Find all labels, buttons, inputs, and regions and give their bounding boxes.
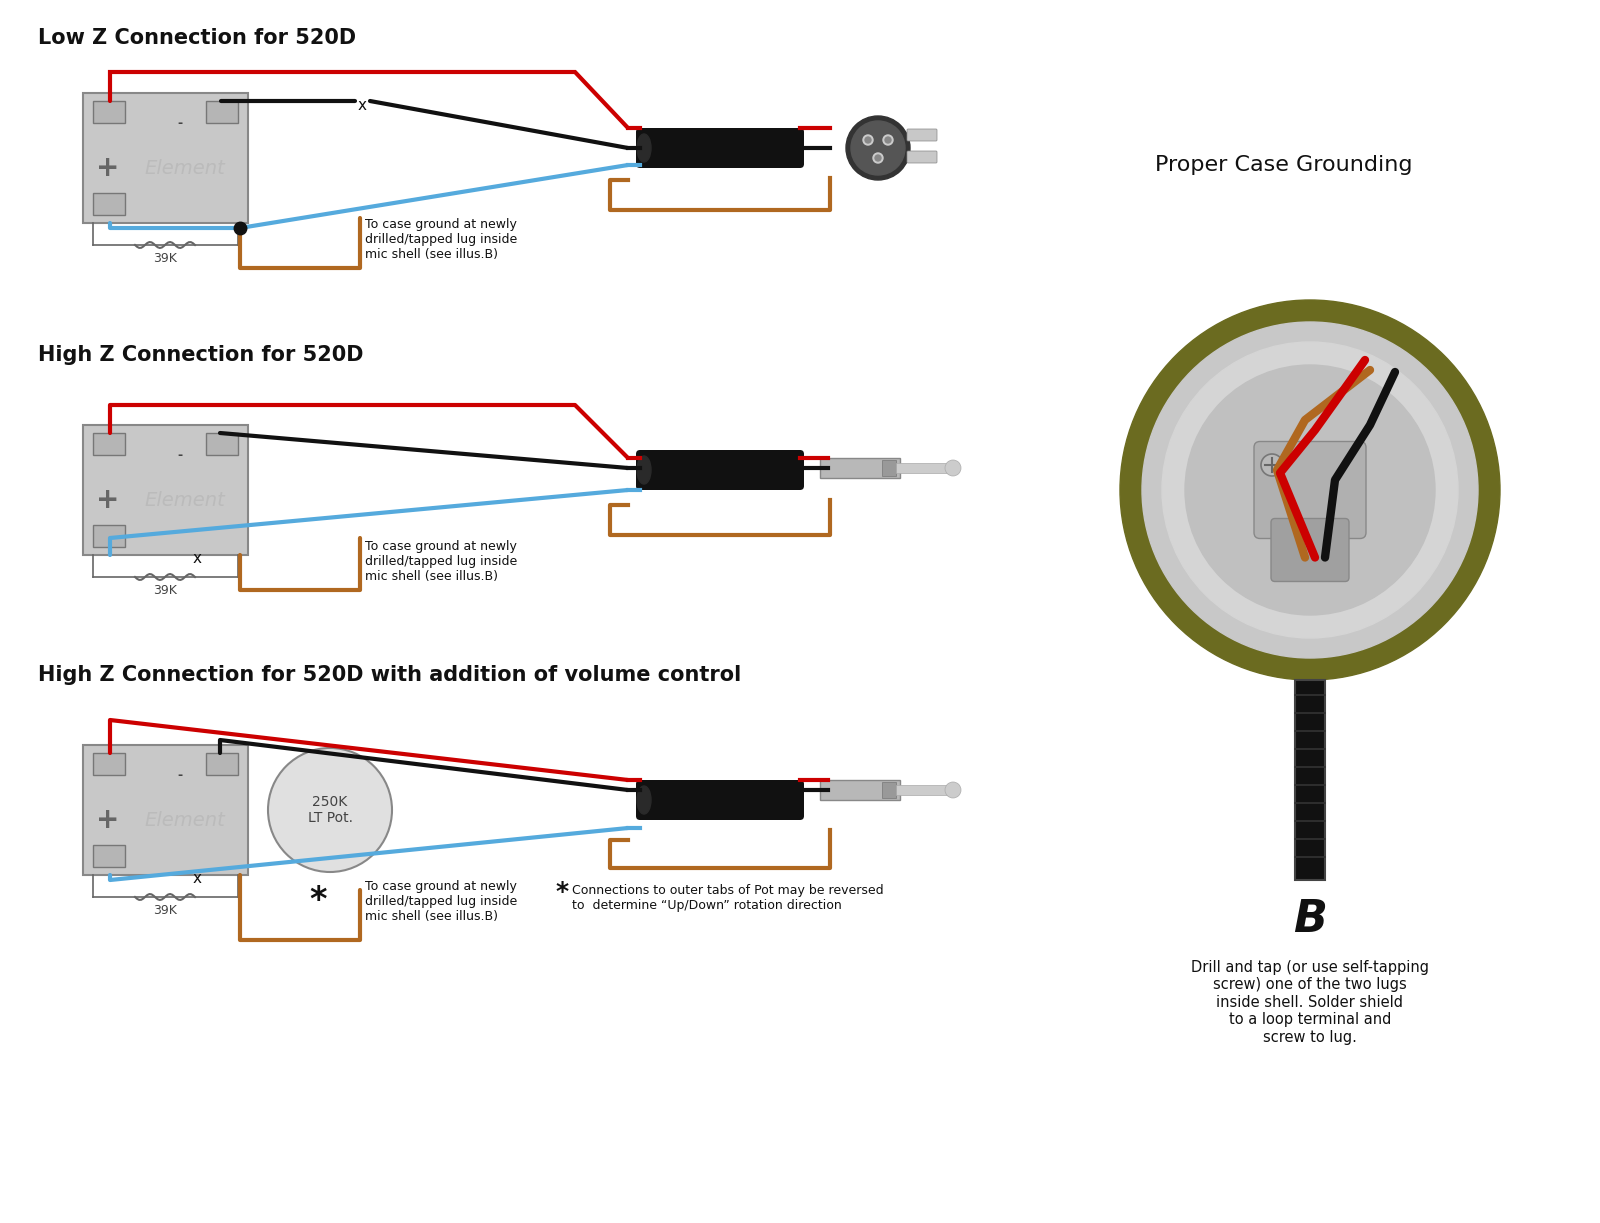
Text: *: * <box>309 884 326 917</box>
FancyBboxPatch shape <box>637 128 805 168</box>
Text: -: - <box>178 449 182 461</box>
FancyBboxPatch shape <box>907 128 938 141</box>
Text: 250K
LT Pot.: 250K LT Pot. <box>307 795 352 826</box>
Circle shape <box>946 781 962 797</box>
FancyBboxPatch shape <box>1254 442 1366 538</box>
Text: B: B <box>1293 898 1326 940</box>
Text: High Z Connection for 520D: High Z Connection for 520D <box>38 345 363 364</box>
Text: Proper Case Grounding: Proper Case Grounding <box>1155 155 1413 175</box>
FancyBboxPatch shape <box>93 753 125 775</box>
Text: Element: Element <box>144 490 226 510</box>
FancyBboxPatch shape <box>637 450 805 490</box>
Text: To case ground at newly
drilled/tapped lug inside
mic shell (see illus.B): To case ground at newly drilled/tapped l… <box>365 218 517 260</box>
FancyBboxPatch shape <box>896 464 950 473</box>
Circle shape <box>1261 454 1283 476</box>
Circle shape <box>1186 364 1435 615</box>
Circle shape <box>851 121 906 175</box>
FancyBboxPatch shape <box>205 433 237 455</box>
Text: Low Z Connection for 520D: Low Z Connection for 520D <box>38 28 357 48</box>
Circle shape <box>885 137 891 143</box>
Text: Element: Element <box>144 159 226 177</box>
Circle shape <box>846 116 910 180</box>
FancyBboxPatch shape <box>1294 680 1325 881</box>
Circle shape <box>1142 322 1478 658</box>
Text: +: + <box>96 486 118 514</box>
FancyBboxPatch shape <box>1270 519 1349 581</box>
Text: To case ground at newly
drilled/tapped lug inside
mic shell (see illus.B): To case ground at newly drilled/tapped l… <box>365 541 517 583</box>
Circle shape <box>1120 300 1501 680</box>
Circle shape <box>862 135 874 146</box>
Text: -: - <box>178 768 182 781</box>
FancyBboxPatch shape <box>83 745 248 874</box>
Text: +: + <box>96 154 118 182</box>
Circle shape <box>946 460 962 476</box>
Text: x: x <box>194 552 202 566</box>
Circle shape <box>874 153 883 163</box>
FancyBboxPatch shape <box>882 781 896 797</box>
FancyBboxPatch shape <box>93 193 125 215</box>
FancyBboxPatch shape <box>819 780 899 800</box>
FancyBboxPatch shape <box>83 426 248 555</box>
Text: Connections to outer tabs of Pot may be reversed
to  determine “Up/Down” rotatio: Connections to outer tabs of Pot may be … <box>573 884 883 912</box>
Circle shape <box>269 748 392 872</box>
Ellipse shape <box>637 135 651 161</box>
Circle shape <box>875 155 882 161</box>
Text: x: x <box>194 871 202 885</box>
FancyBboxPatch shape <box>205 753 237 775</box>
Circle shape <box>883 135 893 146</box>
Text: 39K: 39K <box>154 252 178 265</box>
Ellipse shape <box>637 786 651 815</box>
Text: -: - <box>178 116 182 130</box>
Circle shape <box>1162 342 1458 638</box>
FancyBboxPatch shape <box>907 150 938 163</box>
FancyBboxPatch shape <box>93 525 125 547</box>
FancyBboxPatch shape <box>637 780 805 819</box>
FancyBboxPatch shape <box>819 457 899 478</box>
Circle shape <box>866 137 870 143</box>
Text: +: + <box>96 806 118 834</box>
Text: 39K: 39K <box>154 905 178 917</box>
Text: *: * <box>555 881 568 904</box>
Text: Element: Element <box>144 811 226 829</box>
FancyBboxPatch shape <box>896 785 950 795</box>
FancyBboxPatch shape <box>93 102 125 124</box>
Ellipse shape <box>637 456 651 484</box>
Text: To case ground at newly
drilled/tapped lug inside
mic shell (see illus.B): To case ground at newly drilled/tapped l… <box>365 881 517 923</box>
Text: 39K: 39K <box>154 585 178 598</box>
FancyBboxPatch shape <box>93 433 125 455</box>
Text: x: x <box>358 98 366 113</box>
Text: High Z Connection for 520D with addition of volume control: High Z Connection for 520D with addition… <box>38 665 741 685</box>
FancyBboxPatch shape <box>83 93 248 223</box>
Text: Drill and tap (or use self-tapping
screw) one of the two lugs
inside shell. Sold: Drill and tap (or use self-tapping screw… <box>1190 960 1429 1044</box>
FancyBboxPatch shape <box>93 845 125 867</box>
FancyBboxPatch shape <box>882 460 896 476</box>
FancyBboxPatch shape <box>205 102 237 124</box>
